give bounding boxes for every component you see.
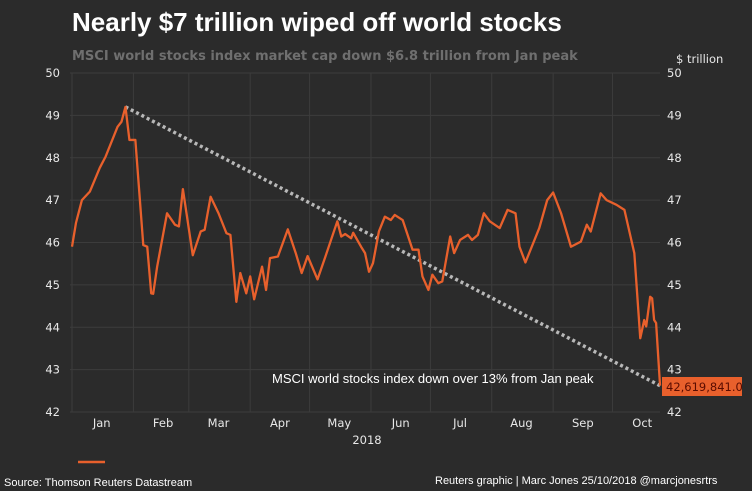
x-tick-apr: Apr [270,416,290,430]
chart-subtitle: MSCI world stocks index market cap down … [72,49,578,64]
x-ticks: Jan Feb Mar Apr May Jun Jul Aug Sep Oct [92,416,653,430]
x-tick-aug: Aug [510,416,532,430]
y-tick-right: 46 [667,236,682,250]
series-line [70,105,662,386]
x-tick-jul: Jul [452,416,467,430]
y-axis-label: $ trillion [676,52,723,66]
chart-title: Nearly $7 trillion wiped off world stock… [72,7,562,37]
x-tick-may: May [327,416,351,430]
x-axis-year-label: 2018 [352,433,381,447]
x-tick-jun: Jun [391,416,410,430]
credit-text: Reuters graphic | Marc Jones 25/10/2018 … [435,475,718,487]
y-tick-right: 44 [667,320,682,334]
source-text: Source: Thomson Reuters Datastream [4,477,192,489]
y-tick-right: 42 [667,405,682,419]
y-tick-right: 45 [667,278,682,292]
chart-annotation: MSCI world stocks index down over 13% fr… [272,371,594,386]
gridlines [70,72,660,413]
y-tick-right: 43 [667,363,682,377]
last-value-label: 42,619,841.0 [666,380,743,394]
y-tick-left: 45 [45,278,60,292]
x-tick-sep: Sep [572,416,594,430]
y-tick-right: 48 [667,151,682,165]
y-tick-left: 47 [45,193,60,207]
x-tick-mar: Mar [208,416,230,430]
y-tick-left: 48 [45,151,60,165]
y-ticks: 50 50 49 49 48 48 47 47 46 46 45 45 44 44 43 43 42 42 [45,66,681,419]
y-tick-left: 49 [45,108,60,122]
x-tick-feb: Feb [153,416,173,430]
trend-line [124,105,661,388]
y-tick-left: 44 [45,320,60,334]
y-tick-right: 47 [667,193,682,207]
y-tick-left: 50 [45,66,60,80]
y-tick-right: 50 [667,66,682,80]
y-tick-left: 42 [45,405,60,419]
y-tick-right: 49 [667,108,682,122]
y-tick-left: 43 [45,363,60,377]
last-value-box [662,377,742,396]
x-tick-oct: Oct [632,416,652,430]
y-tick-left: 46 [45,236,60,250]
x-tick-jan: Jan [92,416,111,430]
